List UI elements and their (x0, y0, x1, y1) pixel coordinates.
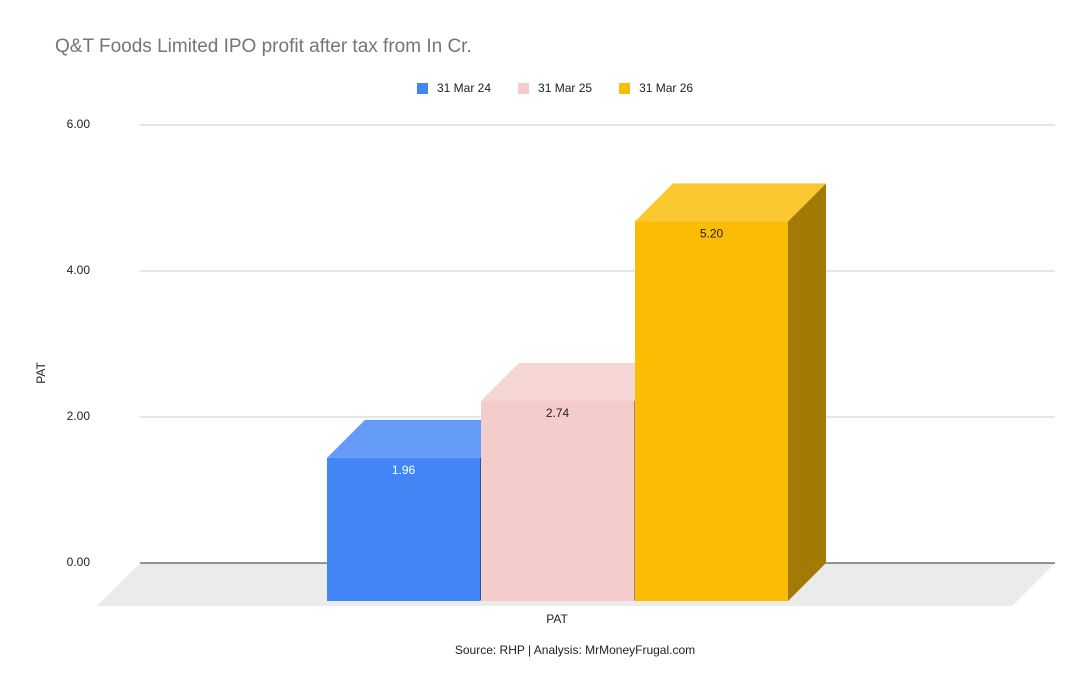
data-label: 2.74 (546, 406, 570, 420)
legend-swatch (619, 83, 631, 94)
legend-swatch (417, 83, 428, 94)
bar (635, 221, 788, 601)
y-tick-label: 6.00 (67, 117, 91, 131)
bar-top (481, 362, 672, 401)
x-tick-label: PAT (546, 612, 568, 626)
data-label: 5.20 (700, 227, 724, 241)
legend-label: 31 Mar 24 (437, 81, 491, 95)
y-axis-label: PAT (34, 362, 48, 384)
legend-swatch (518, 83, 530, 94)
source-note: Source: RHP | Analysis: MrMoneyFrugal.co… (455, 643, 695, 657)
legend-label: 31 Mar 25 (538, 81, 592, 95)
bar (327, 457, 480, 601)
legend: 31 Mar 24 31 Mar 25 31 Mar 26 (417, 81, 693, 95)
bar-side (788, 183, 826, 601)
bar (481, 400, 634, 601)
data-label: 1.96 (392, 463, 416, 477)
y-tick-label: 0.00 (67, 555, 91, 569)
bar-top (635, 183, 826, 222)
y-tick-label: 4.00 (67, 263, 91, 277)
y-tick-label: 2.00 (67, 409, 91, 423)
legend-label: 31 Mar 26 (639, 81, 693, 95)
bar-top (327, 419, 518, 458)
chart-title: Q&T Foods Limited IPO profit after tax f… (55, 36, 472, 57)
